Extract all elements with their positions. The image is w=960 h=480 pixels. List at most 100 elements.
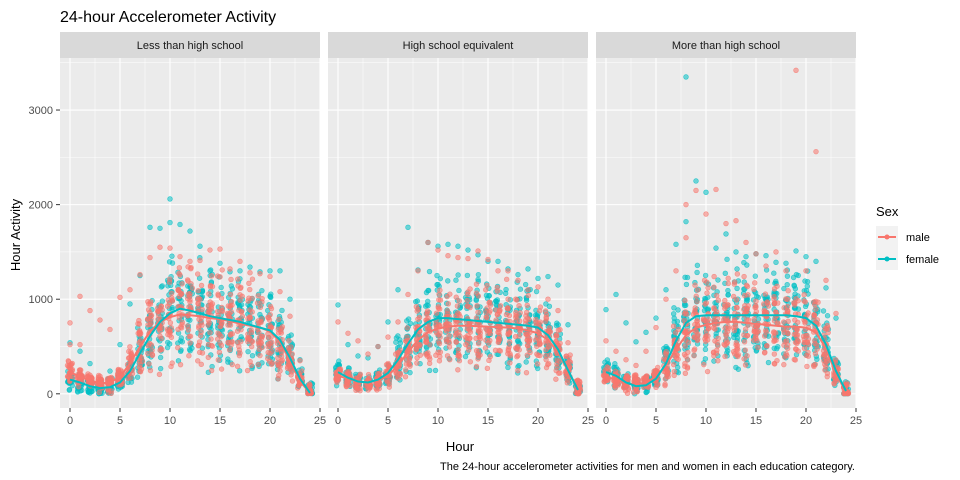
data-point-male xyxy=(208,273,215,279)
data-point-male xyxy=(731,327,738,334)
data-point-female xyxy=(813,258,819,265)
data-point-male xyxy=(148,342,155,348)
data-point-female xyxy=(543,301,549,307)
data-point-male xyxy=(257,270,263,277)
data-point-male xyxy=(97,317,103,323)
data-point-female xyxy=(167,219,173,226)
data-point-male xyxy=(800,333,807,340)
chart-title: 24-hour Accelerometer Activity xyxy=(60,9,276,26)
data-point-male xyxy=(536,308,543,314)
data-point-male xyxy=(156,371,163,378)
data-point-male xyxy=(771,293,777,300)
x-tick-label: 5 xyxy=(117,415,123,427)
data-point-male xyxy=(227,291,234,298)
data-point-female xyxy=(784,281,790,288)
data-point-male xyxy=(249,309,255,315)
data-point-male xyxy=(235,276,241,282)
data-point-male xyxy=(206,308,213,315)
data-point-male xyxy=(801,298,807,304)
data-point-male xyxy=(157,325,163,331)
data-point-female xyxy=(555,282,561,288)
data-point-female xyxy=(393,339,399,345)
data-point-female xyxy=(783,260,789,266)
data-point-male xyxy=(187,258,193,265)
data-point-female xyxy=(734,335,741,341)
data-point-male xyxy=(506,312,513,319)
data-point-male xyxy=(365,384,371,390)
x-tick-label: 10 xyxy=(164,415,176,427)
data-point-male xyxy=(195,343,202,349)
data-point-male xyxy=(753,298,759,304)
data-point-male xyxy=(416,314,423,321)
data-point-male xyxy=(424,353,430,359)
data-point-male xyxy=(239,293,245,300)
data-point-female xyxy=(249,353,256,359)
data-point-male xyxy=(742,347,749,353)
data-point-male xyxy=(473,335,479,342)
legend-label-male: male xyxy=(906,232,930,244)
data-point-female xyxy=(236,368,243,374)
data-point-male xyxy=(684,364,691,370)
data-point-male xyxy=(784,352,790,359)
data-point-male xyxy=(268,344,274,350)
data-point-female xyxy=(743,253,749,260)
data-point-male xyxy=(177,272,183,278)
data-point-male xyxy=(775,300,781,306)
data-point-female xyxy=(158,284,165,290)
data-point-male xyxy=(577,379,583,386)
data-point-female xyxy=(694,269,700,276)
x-tick-label: 0 xyxy=(603,415,609,427)
data-point-male xyxy=(146,301,152,307)
data-point-male xyxy=(801,292,807,298)
data-point-male xyxy=(565,340,571,346)
data-point-male xyxy=(742,326,749,332)
data-point-female xyxy=(217,260,223,266)
data-point-male xyxy=(454,303,461,309)
data-point-female xyxy=(445,278,451,284)
data-point-male xyxy=(603,338,609,344)
data-point-male xyxy=(704,368,711,375)
data-point-male xyxy=(343,382,349,388)
data-point-male xyxy=(437,297,444,303)
data-point-female xyxy=(522,281,529,288)
data-point-male xyxy=(229,361,235,368)
data-point-female xyxy=(426,367,433,374)
data-point-female xyxy=(670,311,677,317)
data-point-male xyxy=(215,292,221,299)
data-point-male xyxy=(246,295,252,301)
data-point-male xyxy=(374,387,380,393)
data-point-female xyxy=(187,228,193,234)
data-point-male xyxy=(217,340,223,346)
data-point-male xyxy=(194,271,201,277)
data-point-male xyxy=(207,247,213,253)
data-point-male xyxy=(723,220,729,227)
legend: Sex male female xyxy=(876,204,939,270)
data-point-male xyxy=(385,334,391,340)
facet-strip-label: High school equivalent xyxy=(403,40,514,52)
data-point-female xyxy=(715,277,721,283)
data-point-male xyxy=(624,390,631,396)
data-point-male xyxy=(721,341,727,347)
data-point-female xyxy=(423,289,430,296)
facet-gridlines xyxy=(328,58,589,408)
data-point-male xyxy=(435,304,441,310)
data-point-male xyxy=(177,253,183,260)
data-point-female xyxy=(453,277,459,283)
data-point-male xyxy=(744,283,751,290)
data-point-male xyxy=(484,282,490,289)
data-point-female xyxy=(741,259,747,266)
data-point-male xyxy=(197,257,203,264)
data-point-male xyxy=(487,353,493,360)
data-point-male xyxy=(238,284,244,291)
data-point-male xyxy=(453,338,459,345)
data-point-male xyxy=(205,322,211,328)
data-point-male xyxy=(515,367,521,374)
data-point-male xyxy=(375,343,381,350)
x-axis-title: Hour xyxy=(446,439,475,454)
data-point-female xyxy=(397,340,404,346)
data-point-male xyxy=(195,295,202,301)
data-point-male xyxy=(466,326,472,332)
data-point-male xyxy=(671,361,677,368)
data-point-male xyxy=(307,382,313,388)
